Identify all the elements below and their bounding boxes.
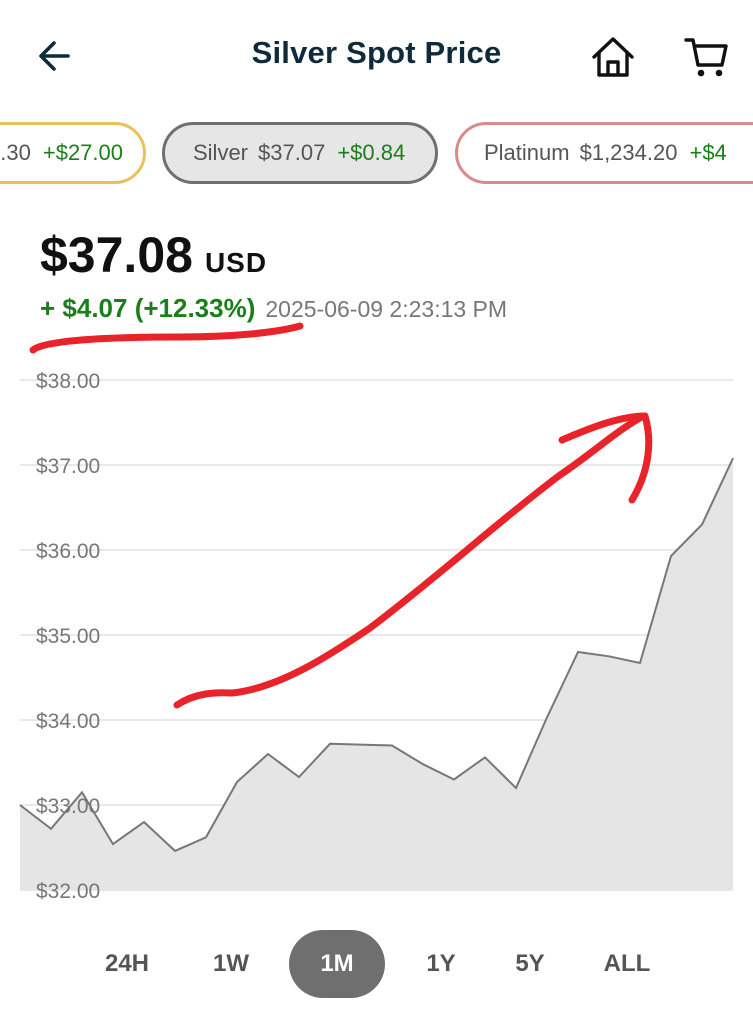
range-24h-button[interactable]: 24H (104, 950, 150, 977)
chip-name: Silver (193, 140, 249, 165)
chip-name: Platinum (484, 140, 570, 165)
chip-change: +$4 (689, 140, 727, 165)
y-tick-label: $38.00 (36, 370, 100, 393)
price-value: $37.08 (40, 227, 193, 283)
back-button[interactable] (30, 32, 80, 82)
range-1y-button[interactable]: 1Y (426, 950, 456, 977)
home-button[interactable] (588, 32, 638, 82)
cart-icon (684, 38, 728, 77)
range-1w-button[interactable]: 1W (213, 950, 249, 977)
chip-platinum[interactable]: Platinum $1,234.20 +$4 (455, 122, 753, 184)
range-all-button[interactable]: ALL (603, 950, 651, 977)
chip-silver[interactable]: Silver $37.07 +$0.84 (162, 122, 438, 184)
price-area (20, 458, 733, 890)
cart-button[interactable] (682, 32, 732, 82)
price-change-row: + $4.07 (+12.33%) 2025-06-09 2:23:13 PM (40, 293, 507, 324)
y-tick-label: $33.00 (36, 795, 100, 818)
chip-price: .30 (0, 140, 31, 165)
y-tick-label: $32.00 (36, 880, 100, 903)
arrow-left-icon (39, 41, 70, 71)
price-chart[interactable]: $32.00 $33.00 $34.00 $35.00 $36.00 $37.00 $38.… (0, 360, 753, 910)
y-axis-labels: $32.00 $33.00 $34.00 $35.00 $36.00 $37.00 $38.… (36, 370, 100, 903)
time-range-selector: 24H 1W 1M 1Y 5Y ALL (0, 930, 753, 1000)
chip-price: $1,234.20 (579, 140, 678, 165)
range-1m-button[interactable]: 1M (289, 930, 385, 998)
y-tick-label: $34.00 (36, 710, 100, 733)
range-5y-button[interactable]: 5Y (515, 950, 545, 977)
chip-change: +$27.00 (42, 140, 123, 165)
current-price: $37.08 USD (40, 226, 267, 284)
page-title: Silver Spot Price (251, 35, 502, 70)
y-tick-label: $36.00 (36, 540, 100, 563)
y-tick-label: $37.00 (36, 455, 100, 478)
top-bar: Silver Spot Price (0, 0, 753, 112)
price-change: + $4.07 (+12.33%) (40, 293, 256, 323)
currency-label: USD (204, 247, 268, 278)
y-tick-label: $35.00 (36, 625, 100, 648)
chip-change: +$0.84 (337, 140, 406, 165)
timestamp: 2025-06-09 2:23:13 PM (265, 296, 508, 322)
chip-gold[interactable]: .30 +$27.00 (0, 122, 146, 184)
underline-mark (29, 322, 304, 354)
home-icon (592, 37, 634, 77)
metal-ticker-strip[interactable]: .30 +$27.00 Silver $37.07 +$0.84 Platinu… (0, 120, 753, 190)
chip-price: $37.07 (258, 140, 326, 165)
